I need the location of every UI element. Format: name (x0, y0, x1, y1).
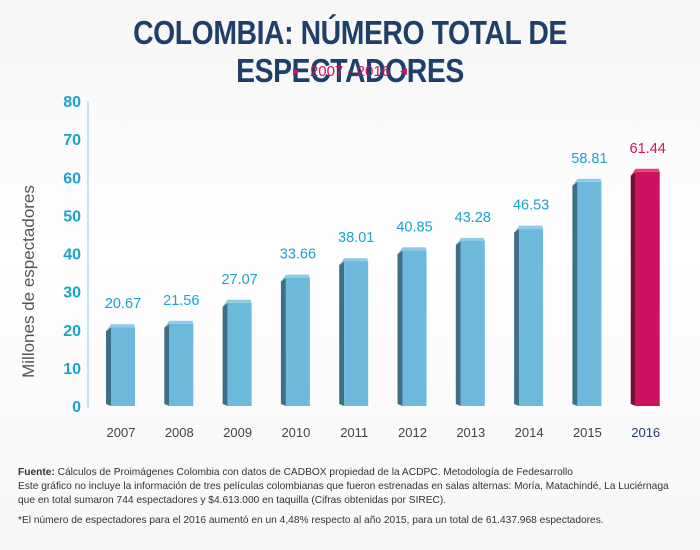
y-tick-labels: 0 10 20 30 40 50 60 70 80 (63, 94, 81, 416)
value-label: 43.28 (455, 210, 491, 226)
source-line: Fuente: Cálculos de Proimágenes Colombia… (18, 466, 682, 480)
chart-subtitle-row: ▶ 2007 - 2016 ◀ (0, 63, 700, 80)
value-label: 38.01 (338, 230, 374, 246)
value-label: 27.07 (221, 272, 257, 288)
bar-side-face (630, 171, 636, 406)
value-label: 58.81 (571, 151, 607, 167)
y-tick-label: 30 (63, 285, 81, 302)
x-tick-label: 2009 (223, 425, 252, 440)
bar-2013 (455, 237, 485, 406)
bar-top-face (106, 324, 135, 332)
y-tick-label: 50 (63, 208, 81, 225)
value-label: 61.44 (630, 141, 666, 157)
bar-front-face (402, 250, 427, 406)
chart-subtitle: 2007 - 2016 (309, 63, 391, 80)
y-tick-label: 10 (63, 361, 81, 378)
value-label: 40.85 (396, 219, 432, 235)
bar-top-face (222, 299, 252, 307)
y-tick-label: 20 (63, 323, 81, 340)
bar-front-face (227, 302, 252, 406)
y-tick-label: 0 (72, 399, 81, 416)
note-2016-increase: *El número de espectadores para el 2016 … (18, 515, 604, 526)
bar-2011 (339, 258, 369, 406)
bar-side-face (339, 261, 345, 406)
bar-side-face (222, 302, 228, 406)
footer-notes: Fuente: Cálculos de Proimágenes Colombia… (18, 466, 682, 528)
bar-2016 (630, 168, 660, 406)
value-label: 33.66 (280, 247, 316, 263)
bar-side-face (572, 181, 578, 406)
bar-side-face (106, 327, 111, 406)
bar-2010 (280, 274, 310, 406)
bar-chart: Millones de espectadores 0 10 20 30 40 50 60 70… (19, 94, 666, 440)
bar-top-face (630, 168, 660, 176)
y-tick-label: 70 (63, 132, 81, 149)
x-tick-label: 2007 (107, 425, 136, 440)
value-labels: 20.67 21.56 27.07 33.66 38.01 40.85 43.28 46.53… (105, 141, 666, 312)
source-text: Cálculos de Proimágenes Colombia con dat… (54, 467, 573, 478)
bar-side-face (455, 240, 461, 406)
bar-front-face (635, 171, 660, 406)
bar-side-face (280, 277, 286, 406)
bar-side-face (397, 250, 403, 406)
x-tick-label: 2015 (573, 425, 602, 440)
bar-front-face (577, 181, 602, 406)
value-label: 21.56 (163, 293, 199, 309)
bar-top-face (339, 258, 369, 266)
x-tick-label: 2012 (398, 425, 427, 440)
x-tick-label: 2011 (340, 425, 368, 440)
bar-2007 (106, 324, 135, 406)
bar-2015 (572, 178, 602, 406)
bar-top-face (572, 178, 602, 186)
x-tick-label: 2008 (165, 425, 194, 440)
triangle-left-icon: ◀ (400, 66, 407, 76)
bar-top-face (280, 274, 310, 282)
y-tick-label: 80 (63, 94, 81, 111)
bar-front-face (111, 327, 135, 406)
note-excluded-films: Este gráfico no incluye la información d… (18, 481, 669, 506)
value-label: 20.67 (105, 296, 141, 312)
bar-front-face (344, 261, 369, 406)
x-tick-label: 2016 (631, 425, 660, 440)
bar-top-face (455, 237, 485, 245)
x-tick-label: 2010 (281, 425, 310, 440)
bar-top-face (164, 320, 194, 328)
bar-front-face (519, 228, 544, 406)
bar-2012 (397, 247, 427, 406)
x-tick-label: 2014 (515, 425, 544, 440)
bar-2009 (222, 299, 252, 406)
bar-front-face (169, 323, 194, 406)
bar-2014 (514, 225, 544, 406)
x-tick-labels: 2007 2008 2009 2010 2011 2012 2013 2014 2015 2016 (107, 425, 661, 440)
triangle-right-icon: ▶ (293, 66, 300, 76)
bar-side-face (514, 228, 520, 406)
bar-top-face (397, 247, 427, 255)
bar-top-face (514, 225, 544, 233)
y-axis-label: Millones de espectadores (19, 185, 38, 378)
value-label: 46.53 (513, 198, 549, 214)
source-label: Fuente: (18, 467, 55, 478)
x-tick-label: 2013 (456, 425, 485, 440)
bar-front-face (285, 277, 310, 406)
chart-title: COLOMBIA: NÚMERO TOTAL DE ESPECTADORES (133, 14, 567, 89)
y-tick-label: 60 (63, 170, 81, 187)
bar-2008 (164, 320, 194, 406)
bar-side-face (164, 323, 170, 406)
bars (106, 168, 660, 406)
bar-front-face (460, 240, 485, 406)
y-tick-label: 40 (63, 247, 81, 264)
